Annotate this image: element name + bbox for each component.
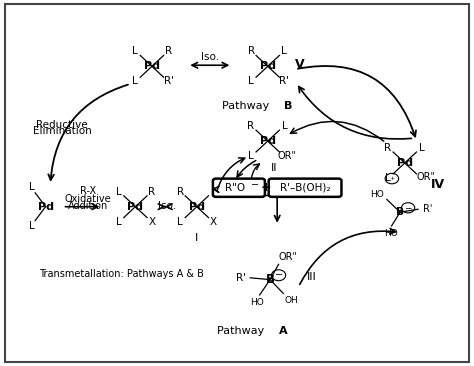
Text: X: X xyxy=(148,217,155,227)
Text: Pd: Pd xyxy=(260,136,276,146)
Text: R-X: R-X xyxy=(80,186,96,196)
Text: Addition: Addition xyxy=(68,201,108,210)
Text: L: L xyxy=(116,217,122,227)
Text: Pd: Pd xyxy=(260,61,276,71)
Text: L: L xyxy=(248,76,254,86)
Text: L: L xyxy=(210,187,216,197)
Text: Iso.: Iso. xyxy=(201,52,219,62)
Text: R'–B(OH)₂: R'–B(OH)₂ xyxy=(280,183,330,193)
Text: Pd: Pd xyxy=(189,202,205,212)
Text: Reductive: Reductive xyxy=(36,120,88,130)
Text: +: + xyxy=(261,181,272,194)
Text: R: R xyxy=(177,187,184,197)
Text: R: R xyxy=(247,121,254,131)
Text: Pd: Pd xyxy=(144,61,160,71)
Text: R: R xyxy=(247,46,255,56)
Text: R': R' xyxy=(279,76,289,86)
Text: HO: HO xyxy=(384,229,398,238)
Text: OH: OH xyxy=(284,296,298,305)
Text: L: L xyxy=(282,121,288,131)
Text: B: B xyxy=(284,101,292,111)
Text: L: L xyxy=(177,217,183,227)
Text: R': R' xyxy=(164,76,173,86)
FancyBboxPatch shape xyxy=(269,179,341,197)
Text: L: L xyxy=(247,151,254,161)
Text: Pd: Pd xyxy=(128,202,144,212)
Text: L: L xyxy=(132,46,138,56)
Text: Iso.: Iso. xyxy=(158,201,176,211)
Text: A: A xyxy=(279,326,288,336)
Text: L: L xyxy=(132,76,138,86)
Text: R': R' xyxy=(236,273,246,283)
FancyBboxPatch shape xyxy=(5,4,469,362)
Text: Elimination: Elimination xyxy=(33,126,91,136)
Text: B: B xyxy=(265,273,274,286)
Text: HO: HO xyxy=(371,190,384,199)
Text: R: R xyxy=(384,143,391,153)
Text: L: L xyxy=(282,46,287,56)
Text: HO: HO xyxy=(250,298,264,307)
Text: −: − xyxy=(404,203,412,212)
Text: Pd: Pd xyxy=(397,158,413,168)
Text: L: L xyxy=(385,173,391,183)
Text: Pathway: Pathway xyxy=(222,101,273,111)
Text: Pd: Pd xyxy=(37,202,54,212)
Text: Oxidative: Oxidative xyxy=(65,194,111,204)
Text: +: + xyxy=(389,176,394,181)
Text: −: − xyxy=(251,180,259,190)
Text: II: II xyxy=(271,163,277,173)
Text: L: L xyxy=(28,182,34,193)
Text: B: B xyxy=(396,207,404,217)
Text: Transmetallation: Pathways A & B: Transmetallation: Pathways A & B xyxy=(39,269,204,279)
Text: R: R xyxy=(165,46,172,56)
Text: R: R xyxy=(148,187,155,197)
Text: −: − xyxy=(274,270,283,280)
Text: III: III xyxy=(307,272,317,282)
Text: L: L xyxy=(28,221,34,231)
Text: I: I xyxy=(195,233,199,243)
Text: X: X xyxy=(210,217,217,227)
Text: L: L xyxy=(116,187,122,197)
Text: V: V xyxy=(295,58,305,71)
Text: R': R' xyxy=(423,204,432,214)
Text: Pathway: Pathway xyxy=(217,326,268,336)
Text: OR": OR" xyxy=(277,151,296,161)
Text: OR": OR" xyxy=(279,252,298,262)
Text: IV: IV xyxy=(431,178,445,191)
Text: L: L xyxy=(419,143,425,153)
FancyBboxPatch shape xyxy=(213,179,265,197)
Text: OR": OR" xyxy=(416,172,435,182)
Text: R"O: R"O xyxy=(225,183,245,193)
